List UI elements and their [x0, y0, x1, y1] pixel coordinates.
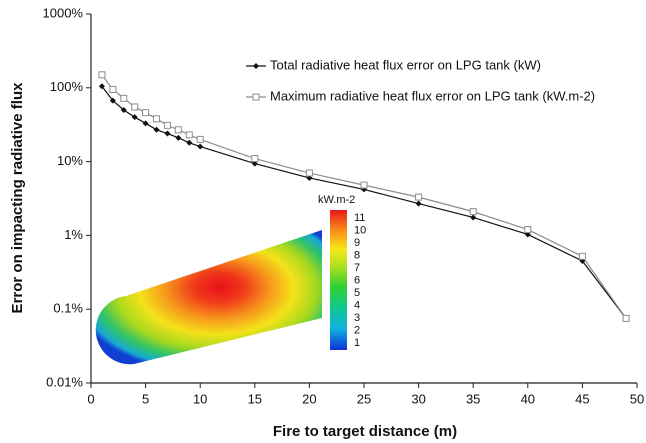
x-tick-label: 5 — [142, 391, 149, 406]
y-tick-label: 0.1% — [53, 301, 83, 316]
legend-label: Maximum radiative heat flux error on LPG… — [270, 88, 595, 103]
tank-shape — [95, 230, 322, 365]
marker — [131, 103, 139, 111]
colorbar-tick-label: 11 — [354, 212, 365, 224]
marker — [109, 85, 117, 93]
legend-swatch-marker — [252, 93, 260, 101]
marker — [524, 226, 532, 234]
series-line — [101, 85, 627, 319]
marker — [175, 134, 182, 141]
x-tick-label: 15 — [248, 391, 262, 406]
marker — [163, 121, 171, 129]
marker — [469, 208, 477, 216]
marker — [120, 107, 127, 114]
colorbar-tick-label: 6 — [354, 274, 360, 286]
colorbar-tick-label: 9 — [354, 237, 360, 249]
x-tick-label: 30 — [411, 391, 425, 406]
y-axis-title: Error on impacting radiative flux — [9, 82, 26, 314]
marker — [109, 97, 116, 104]
y-tick-label: 1% — [64, 227, 83, 242]
x-tick-label: 45 — [575, 391, 589, 406]
colorbar-title: kW.m-2 — [318, 194, 355, 206]
x-tick-label: 50 — [630, 391, 644, 406]
marker — [186, 139, 193, 146]
colorbar-tick-label: 10 — [354, 224, 366, 236]
inset-tank — [95, 230, 322, 365]
marker — [131, 114, 138, 121]
colorbar-tick-label: 4 — [354, 299, 360, 311]
marker — [120, 94, 128, 102]
colorbar-tick-label: 8 — [354, 249, 360, 261]
x-tick-label: 0 — [87, 391, 94, 406]
legend-swatch-marker — [253, 63, 259, 69]
marker — [360, 181, 368, 189]
x-axis-title: Fire to target distance (m) — [273, 423, 457, 440]
y-tick-label: 0.01% — [46, 374, 83, 389]
marker — [164, 130, 171, 137]
y-tick-label: 1000% — [43, 5, 84, 20]
x-tick-label: 20 — [302, 391, 316, 406]
colorbar-scale — [330, 210, 347, 350]
marker — [185, 131, 193, 139]
y-tick-label: 10% — [57, 153, 83, 168]
legend-label: Total radiative heat flux error on LPG t… — [270, 57, 541, 72]
marker — [415, 200, 422, 207]
colorbar-tick-label: 3 — [354, 312, 360, 324]
marker — [142, 109, 150, 117]
x-tick-label: 40 — [521, 391, 535, 406]
marker — [578, 252, 586, 260]
marker — [98, 71, 106, 79]
marker — [196, 135, 204, 143]
marker — [153, 126, 160, 133]
marker — [98, 83, 105, 90]
marker — [470, 214, 477, 221]
y-tick-label: 100% — [50, 79, 84, 94]
marker — [142, 120, 149, 127]
x-tick-label: 35 — [466, 391, 480, 406]
colorbar-tick-label: 2 — [354, 324, 360, 336]
marker — [305, 169, 313, 177]
x-tick-label: 10 — [193, 391, 207, 406]
marker — [415, 193, 423, 201]
x-tick-label: 25 — [357, 391, 371, 406]
colorbar-tick-label: 7 — [354, 262, 360, 274]
marker — [174, 126, 182, 134]
marker — [251, 155, 259, 163]
marker — [251, 160, 258, 167]
marker — [622, 314, 630, 322]
marker — [153, 115, 161, 123]
marker — [197, 143, 204, 150]
colorbar-tick-label: 1 — [354, 337, 360, 349]
colorbar-tick-label: 5 — [354, 287, 360, 299]
